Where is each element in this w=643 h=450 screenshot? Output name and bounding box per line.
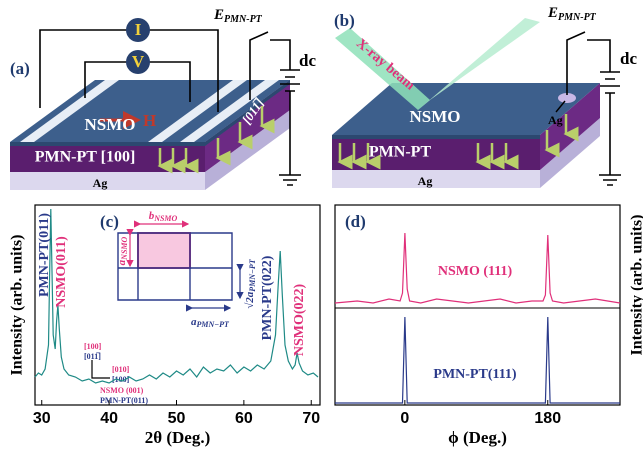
- x-tick-label: 70: [302, 410, 320, 427]
- electrode: [180, 80, 279, 142]
- bias-label: EPMN-PT: [547, 5, 597, 23]
- switch-wire: [566, 31, 611, 95]
- schematic-b: X-ray beam NSMO PMN-PT Ag Ag EPMN-PT dc …: [332, 5, 637, 188]
- x-tick-label: 60: [235, 410, 253, 427]
- film-side: [205, 80, 290, 146]
- y-axis-label: Intensity (arb. units): [629, 215, 643, 356]
- electrode: [20, 80, 119, 142]
- inset-label: bNSMO: [149, 210, 178, 223]
- x-tick-label: 30: [33, 410, 51, 427]
- electrode-label: Ag: [93, 176, 108, 190]
- inset-axis-label: [100]: [84, 342, 102, 351]
- diffracted-beam: [418, 18, 540, 110]
- pmnpt-grid: [117, 232, 233, 301]
- panel-label: (b): [334, 11, 355, 30]
- x-axis-label: 2θ (Deg.): [145, 428, 211, 447]
- beam-label: X-ray beam: [353, 36, 417, 93]
- electrode: [148, 80, 247, 142]
- ag-layer: [332, 170, 540, 188]
- orientation-axes: [91, 360, 110, 379]
- contact-label: Ag: [548, 113, 563, 127]
- substrate-side: [205, 80, 290, 172]
- peak-label: PMN-PT(011): [37, 213, 52, 297]
- current-label: I: [135, 20, 142, 39]
- electrode-label: Ag: [418, 174, 433, 188]
- voltage-label: V: [132, 52, 145, 71]
- panel-label: (a): [10, 59, 30, 78]
- x-tick-label: 40: [100, 410, 118, 427]
- battery-ground: [279, 69, 301, 186]
- panel-label: (c): [100, 212, 119, 231]
- inset-axis-label: NSMO (001): [100, 386, 144, 395]
- inset-axis-label: [100]: [112, 375, 130, 384]
- x-tick-label: 0: [400, 410, 409, 427]
- inset-axis-label: [010]: [112, 365, 130, 374]
- plot-frame: [34, 204, 321, 406]
- lattice-inset: bNSMO aNSMO √2aPMN−PT aPMN−PT: [91, 210, 257, 379]
- film-edge: [10, 142, 205, 146]
- voltmeter: [126, 50, 150, 74]
- ag-layer: [10, 172, 205, 190]
- film-top: [332, 83, 600, 135]
- ammeter: [126, 18, 150, 42]
- peak-label: NSMO(011): [54, 236, 69, 308]
- battery-ground: [599, 71, 621, 186]
- series-line: [335, 316, 620, 404]
- nsmo-cell: [137, 232, 191, 269]
- film-edge: [332, 135, 540, 139]
- series-label: NSMO (111): [438, 264, 513, 279]
- plot-frame: [334, 204, 621, 406]
- film-label: NSMO: [410, 107, 461, 126]
- peak-label: PMN-PT(022): [260, 255, 275, 340]
- substrate-label: PMN-PT [100]: [35, 149, 136, 166]
- substrate-front: [332, 135, 540, 170]
- panel-label: (d): [345, 212, 366, 231]
- inset-axis-label: PMN-PT(011): [100, 396, 148, 405]
- inset-axis-label: [011̅]: [84, 352, 101, 361]
- incident-beam: [335, 28, 430, 110]
- substrate-front: [10, 142, 205, 172]
- series-label: PMN-PT(111): [433, 367, 517, 382]
- inset-label: √2aPMN−PT: [244, 258, 257, 309]
- contact-pointer: [555, 100, 566, 113]
- x-axis-label: ϕ (Deg.): [448, 428, 507, 447]
- x-tick-label: 180: [534, 410, 561, 427]
- series-line: [34, 208, 319, 384]
- series-line: [334, 232, 621, 304]
- peak-label: NSMO(022): [292, 284, 307, 357]
- source-label: dc: [620, 49, 637, 68]
- source-label: dc: [299, 51, 316, 70]
- y-axis-label: Intensity (arb. units): [9, 235, 26, 376]
- ag-contact: [558, 93, 576, 103]
- field-label: H: [143, 111, 156, 130]
- x-tick-label: 50: [168, 410, 186, 427]
- film-label: NSMO: [85, 115, 136, 134]
- bias-label: EPMN-PT: [213, 7, 263, 25]
- polarization-arrows: [157, 106, 275, 174]
- inset-label: aPMN−PT: [191, 316, 230, 329]
- ag-side: [540, 118, 600, 188]
- schematic-a: I V H NSMO [011̅] PMN-PT [100] Ag EPMN-P…: [10, 7, 316, 190]
- switch-wire: [249, 31, 291, 100]
- inset-label: aNSMO: [116, 236, 129, 265]
- polarization-arrows: [337, 114, 579, 170]
- substrate-label: PMN-PT: [369, 144, 432, 161]
